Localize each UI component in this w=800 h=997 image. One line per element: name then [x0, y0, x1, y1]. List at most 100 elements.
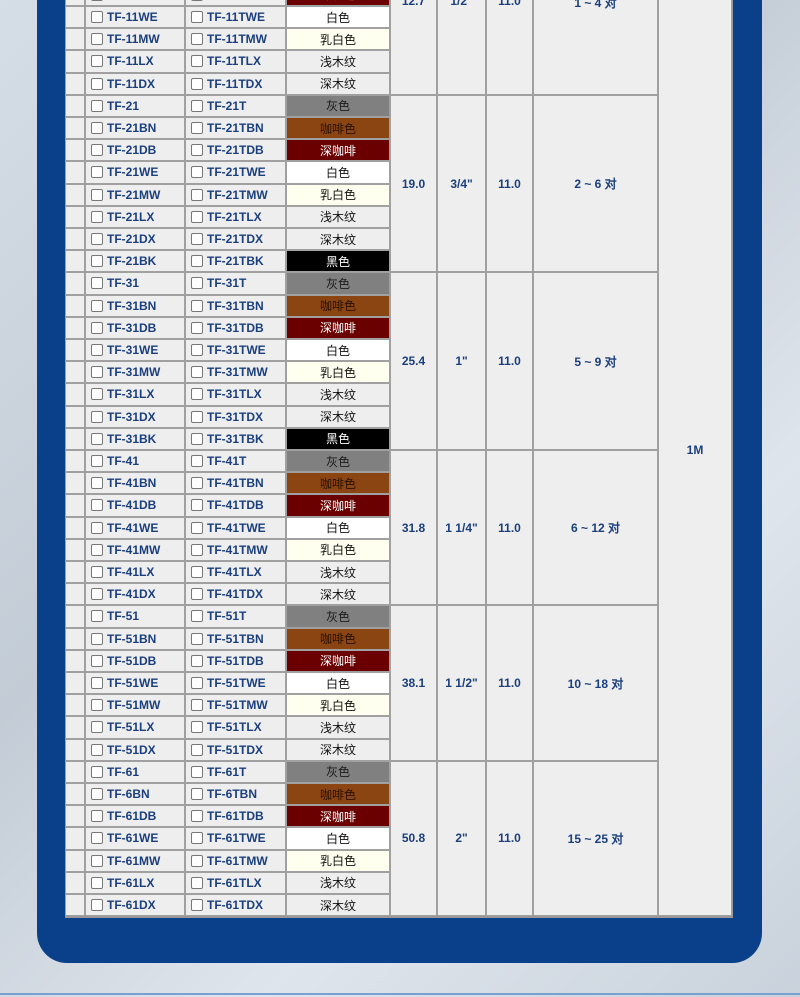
product-code-option[interactable]: TF-11TWE — [185, 6, 286, 29]
checkbox[interactable] — [91, 632, 103, 645]
product-code-option[interactable]: TF-41T — [185, 450, 286, 473]
checkbox[interactable] — [91, 610, 103, 623]
product-code-option[interactable]: TF-41WE — [85, 516, 185, 539]
checkbox[interactable] — [191, 11, 203, 24]
checkbox[interactable] — [191, 743, 203, 756]
product-code-option[interactable]: TF-6TBN — [185, 783, 286, 806]
checkbox[interactable] — [91, 55, 103, 68]
checkbox[interactable] — [191, 0, 203, 1]
product-code-option[interactable]: TF-31T — [185, 272, 286, 295]
product-code-option[interactable]: TF-31 — [85, 272, 185, 295]
checkbox[interactable] — [191, 765, 203, 778]
checkbox[interactable] — [91, 832, 103, 845]
checkbox[interactable] — [191, 388, 203, 401]
product-code-option[interactable]: TF-51DB — [85, 649, 185, 672]
product-code-option[interactable]: TF-41DB — [85, 494, 185, 517]
checkbox[interactable] — [91, 743, 103, 756]
product-code-option[interactable]: TF-51 — [85, 605, 185, 628]
checkbox[interactable] — [191, 410, 203, 423]
product-code-option[interactable]: TF-31TDB — [185, 316, 286, 339]
checkbox[interactable] — [91, 410, 103, 423]
product-code-option[interactable]: TF-21TBK — [185, 250, 286, 273]
product-code-option[interactable]: TF-31DX — [85, 405, 185, 428]
checkbox[interactable] — [91, 499, 103, 512]
checkbox[interactable] — [91, 477, 103, 490]
checkbox[interactable] — [91, 255, 103, 268]
product-code-option[interactable]: TF-41TBN — [185, 472, 286, 495]
product-code-option[interactable]: TF-21DB — [85, 139, 185, 162]
checkbox[interactable] — [191, 677, 203, 690]
product-code-option[interactable]: TF-31LX — [85, 383, 185, 406]
product-code-option[interactable]: TF-31TBN — [185, 294, 286, 317]
checkbox[interactable] — [91, 654, 103, 667]
product-code-option[interactable]: TF-21BK — [85, 250, 185, 273]
checkbox[interactable] — [191, 255, 203, 268]
checkbox[interactable] — [191, 144, 203, 157]
checkbox[interactable] — [191, 721, 203, 734]
product-code-option[interactable]: TF-21BN — [85, 117, 185, 140]
product-code-option[interactable]: TF-41TMW — [185, 538, 286, 561]
product-code-option[interactable]: TF-51T — [185, 605, 286, 628]
checkbox[interactable] — [191, 699, 203, 712]
checkbox[interactable] — [191, 366, 203, 379]
product-code-option[interactable]: TF-31BN — [85, 294, 185, 317]
checkbox[interactable] — [91, 77, 103, 90]
checkbox[interactable] — [91, 99, 103, 112]
checkbox[interactable] — [91, 899, 103, 912]
product-code-option[interactable]: TF-61DB — [85, 805, 185, 828]
checkbox[interactable] — [91, 210, 103, 223]
checkbox[interactable] — [91, 0, 103, 1]
checkbox[interactable] — [91, 33, 103, 46]
checkbox[interactable] — [91, 588, 103, 601]
product-code-option[interactable]: TF-61 — [85, 760, 185, 783]
product-code-option[interactable]: TF-51TMW — [185, 694, 286, 717]
checkbox[interactable] — [191, 566, 203, 579]
product-code-option[interactable]: TF-21TWE — [185, 161, 286, 184]
checkbox[interactable] — [191, 477, 203, 490]
checkbox[interactable] — [191, 632, 203, 645]
product-code-option[interactable]: TF-21 — [85, 94, 185, 117]
product-code-option[interactable]: TF-41TDB — [185, 494, 286, 517]
product-code-option[interactable]: TF-51TLX — [185, 716, 286, 739]
product-code-option[interactable]: TF-11LX — [85, 50, 185, 73]
checkbox[interactable] — [191, 810, 203, 823]
product-code-option[interactable]: TF-21DX — [85, 228, 185, 251]
checkbox[interactable] — [91, 765, 103, 778]
checkbox[interactable] — [91, 788, 103, 801]
checkbox[interactable] — [191, 455, 203, 468]
checkbox[interactable] — [91, 321, 103, 334]
product-code-option[interactable]: TF-21TLX — [185, 205, 286, 228]
product-code-option[interactable]: TF-11DX — [85, 72, 185, 95]
checkbox[interactable] — [91, 677, 103, 690]
checkbox[interactable] — [191, 210, 203, 223]
checkbox[interactable] — [91, 144, 103, 157]
product-code-option[interactable]: TF-11TDB — [185, 0, 286, 6]
product-code-option[interactable]: TF-41TDX — [185, 583, 286, 606]
product-code-option[interactable]: TF-21TBN — [185, 117, 286, 140]
product-code-option[interactable]: TF-11WE — [85, 6, 185, 29]
checkbox[interactable] — [191, 899, 203, 912]
product-code-option[interactable]: TF-31TWE — [185, 339, 286, 362]
checkbox[interactable] — [191, 876, 203, 889]
checkbox[interactable] — [91, 566, 103, 579]
product-code-option[interactable]: TF-51TWE — [185, 672, 286, 695]
checkbox[interactable] — [191, 299, 203, 312]
product-code-option[interactable]: TF-31MW — [85, 361, 185, 384]
product-code-option[interactable]: TF-61T — [185, 760, 286, 783]
checkbox[interactable] — [191, 832, 203, 845]
product-code-option[interactable]: TF-31DB — [85, 316, 185, 339]
checkbox[interactable] — [91, 122, 103, 135]
product-code-option[interactable]: TF-21TDX — [185, 228, 286, 251]
checkbox[interactable] — [91, 11, 103, 24]
checkbox[interactable] — [191, 99, 203, 112]
checkbox[interactable] — [191, 321, 203, 334]
product-code-option[interactable]: TF-61TDB — [185, 805, 286, 828]
checkbox[interactable] — [191, 166, 203, 179]
product-code-option[interactable]: TF-41 — [85, 450, 185, 473]
product-code-option[interactable]: TF-11TDX — [185, 72, 286, 95]
product-code-option[interactable]: TF-51BN — [85, 627, 185, 650]
checkbox[interactable] — [191, 499, 203, 512]
product-code-option[interactable]: TF-51TDB — [185, 649, 286, 672]
product-code-option[interactable]: TF-21WE — [85, 161, 185, 184]
product-code-option[interactable]: TF-51TBN — [185, 627, 286, 650]
